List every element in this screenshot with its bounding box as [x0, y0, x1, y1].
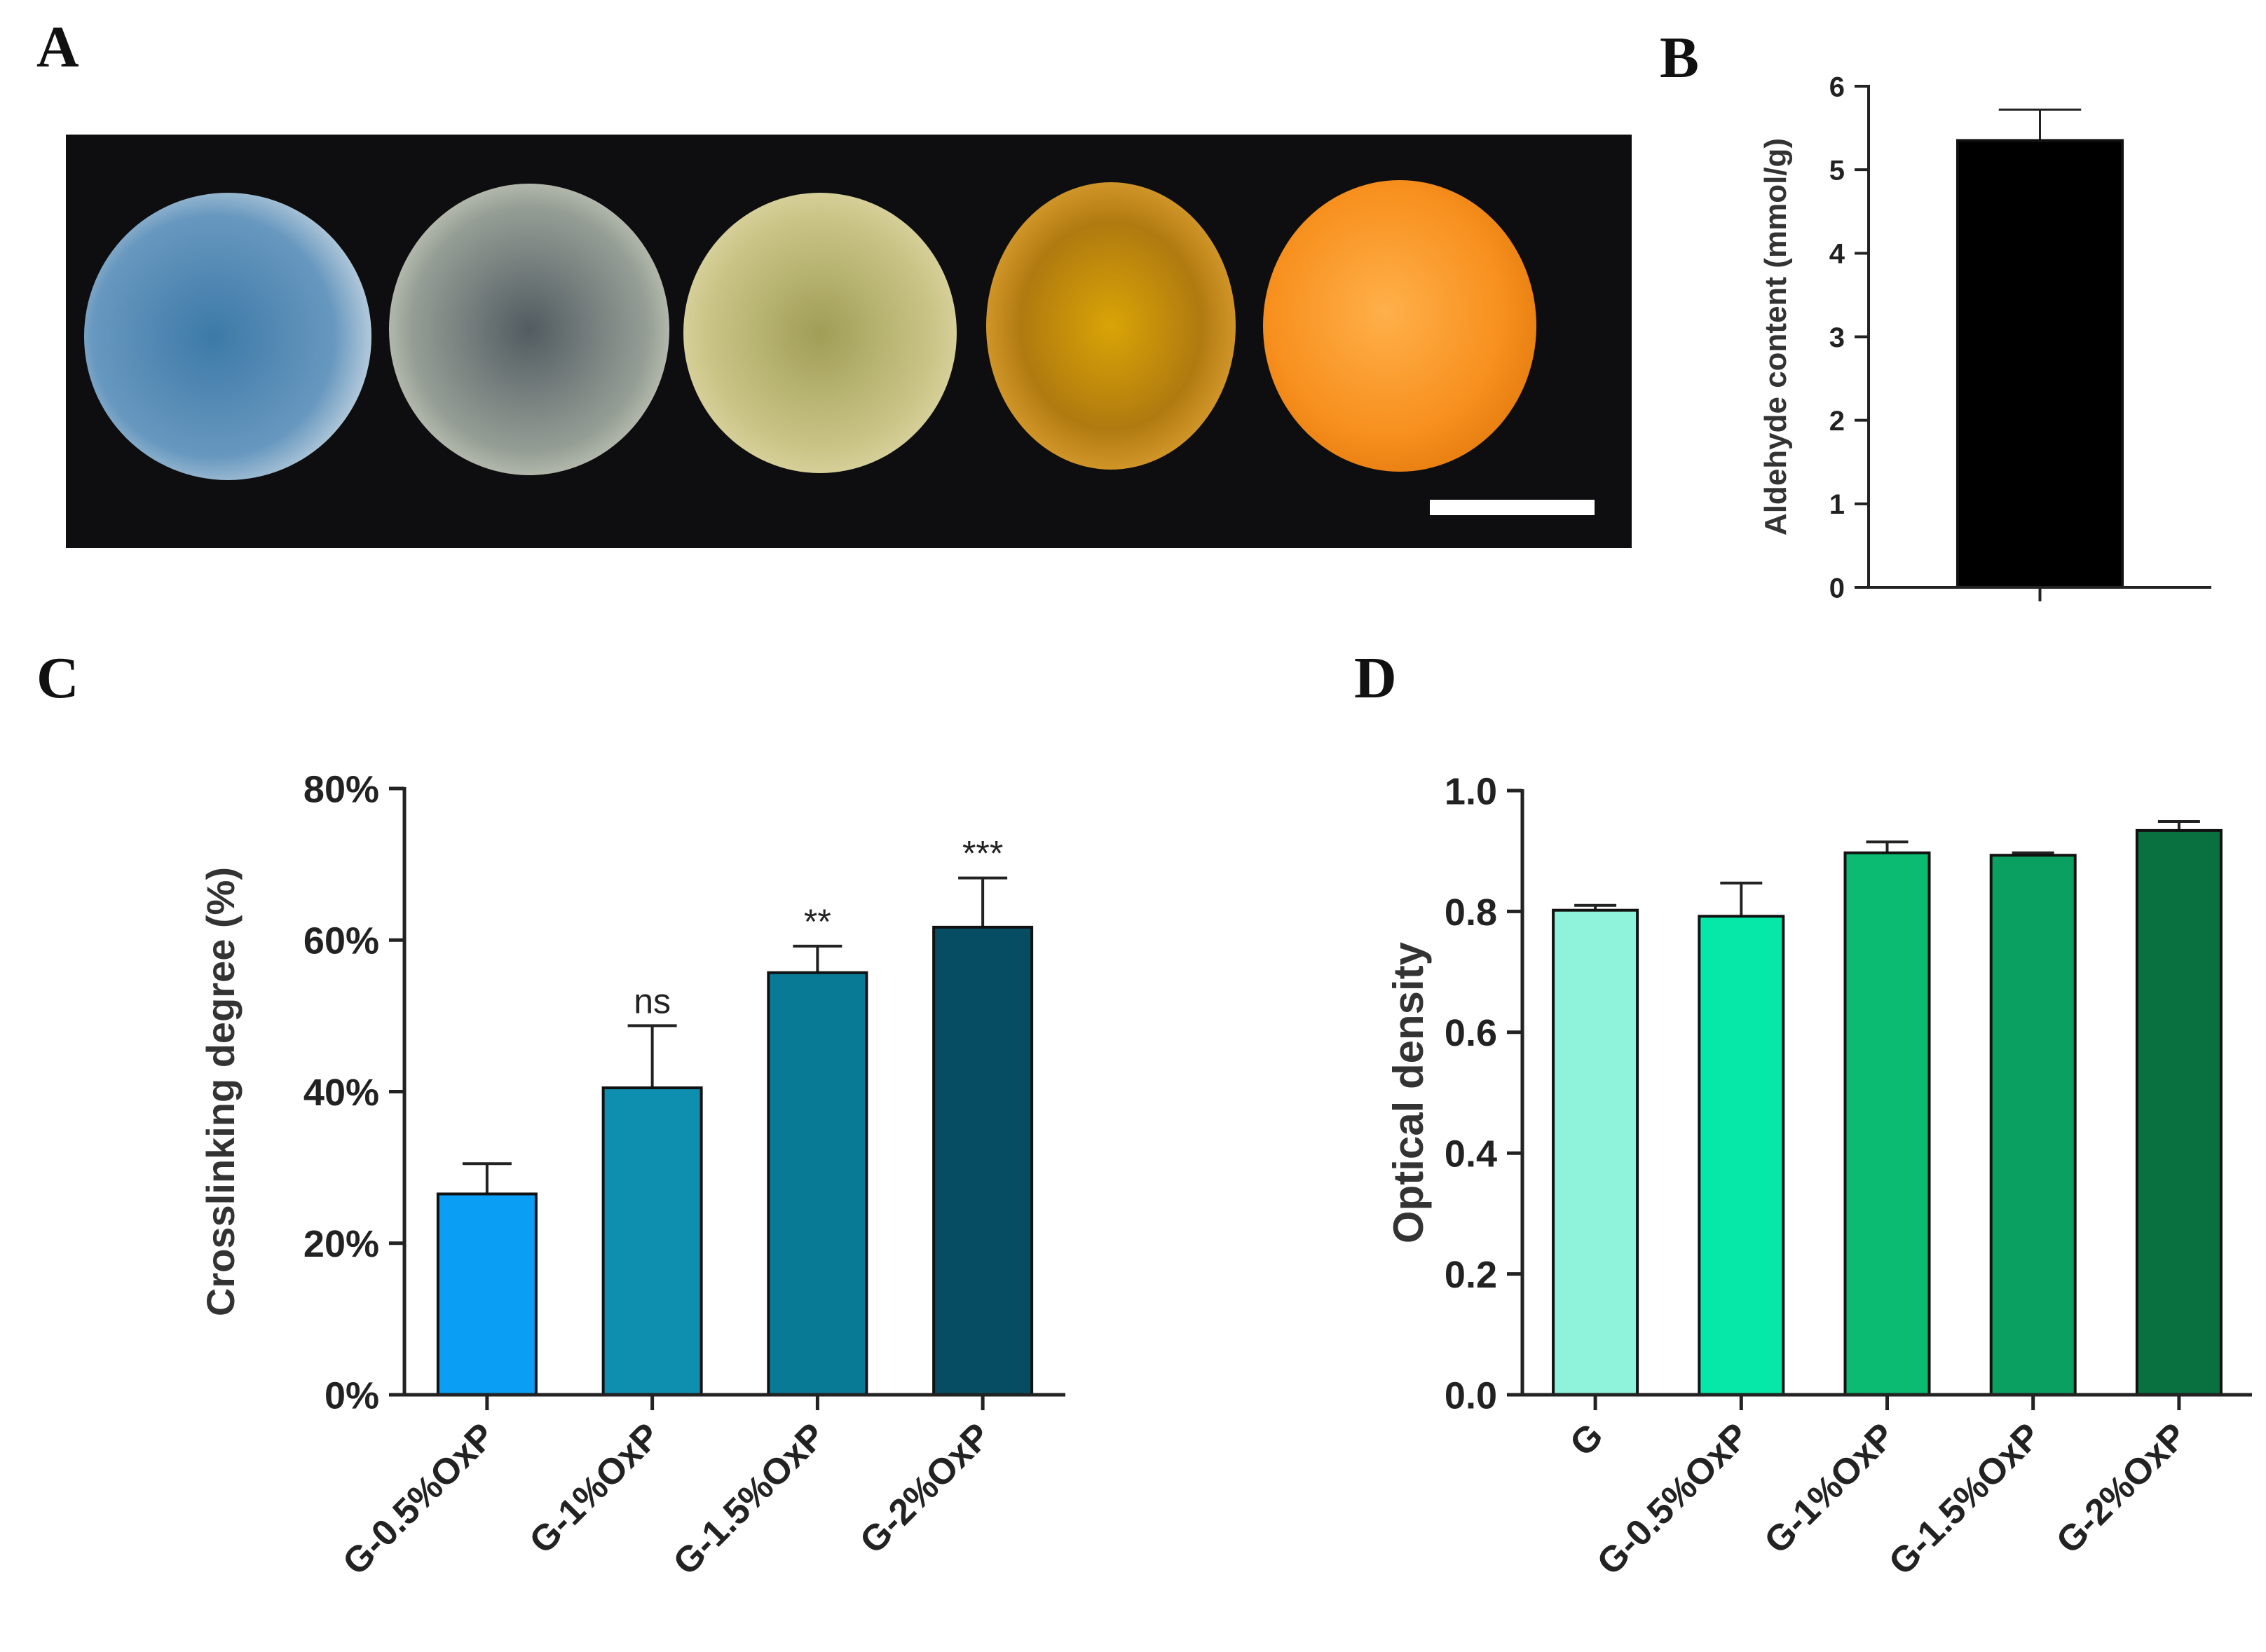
x-category-label: G-0.5%OxP [335, 1415, 503, 1583]
y-tick-label: 3 [1829, 322, 1845, 353]
bar [1989, 854, 2077, 1396]
bar [1843, 851, 1931, 1396]
panel-letter-b: B [1660, 25, 1699, 90]
y-axis-title: Crosslinking degree (%) [198, 867, 243, 1316]
y-tick-label: 40% [303, 1072, 379, 1114]
chart-optical-density: 0.0 0.2 0.4 0.6 0.8 1.0 GG-0.5%OxP G-1%OxPG-1.5… [1385, 770, 2252, 1583]
x-category-label: G-1.5%OxP [666, 1415, 833, 1583]
y-tick-label: 6 [1829, 71, 1845, 102]
bar [932, 925, 1034, 1396]
y-tick-label: 1 [1829, 489, 1845, 520]
y-tick-label: 0.4 [1445, 1133, 1497, 1175]
x-category-label: G-1.5%OxP [1881, 1415, 2049, 1583]
significance-label: ** [804, 902, 831, 941]
y-tick-label: 20% [303, 1223, 379, 1265]
x-category-label: G-0.5%OxP [1590, 1415, 1757, 1583]
y-tick-label: 80% [303, 768, 379, 810]
bar [436, 1192, 538, 1396]
bar [601, 1086, 703, 1396]
bar [767, 971, 868, 1396]
y-tick-label: 0.0 [1445, 1374, 1497, 1417]
panel-letter-d: D [1354, 646, 1397, 711]
chart-aldehyde-content: 0 1 2 3 4 5 6 Aldehyde content (mmol/g) [1759, 71, 2211, 603]
y-axis-title: Optical density [1385, 941, 1432, 1243]
y-tick-label: 0 [1829, 573, 1845, 603]
bar [1956, 139, 2124, 589]
scale-bar [1430, 500, 1595, 515]
chart-crosslinking-degree: 0% 20% 40% 60% 80% G-0.5%OxP ns G-1%OxP ** G-1.5%… [198, 768, 1065, 1583]
hydrogel-disc-2 [389, 184, 669, 475]
bar [1552, 908, 1639, 1396]
significance-label: *** [962, 834, 1003, 873]
hydrogel-disc-3 [683, 193, 957, 473]
x-category-label: G-2%OxP [852, 1415, 999, 1562]
y-tick-label: 60% [303, 920, 379, 962]
y-tick-label: 0.6 [1445, 1012, 1497, 1054]
y-tick-label: 0.2 [1445, 1254, 1497, 1296]
hydrogel-disc-1 [84, 193, 371, 480]
x-category-label: G-1%OxP [522, 1415, 669, 1562]
y-tick-label: 1.0 [1445, 770, 1497, 812]
hydrogel-disc-5 [1263, 180, 1536, 472]
y-tick-label: 4 [1829, 239, 1845, 270]
y-tick-label: 5 [1829, 156, 1845, 186]
x-category-label: G-1%OxP [1756, 1415, 1903, 1562]
y-axis-title: Aldehyde content (mmol/g) [1759, 138, 1793, 535]
bar [2135, 828, 2223, 1396]
y-tick-label: 0% [325, 1374, 379, 1417]
y-tick-label: 0.8 [1445, 892, 1497, 934]
x-category-label: G [1562, 1415, 1611, 1464]
panel-letter-a: A [36, 15, 79, 80]
significance-label: ns [634, 981, 671, 1020]
y-tick-label: 2 [1829, 406, 1845, 437]
panel-letter-c: C [36, 646, 79, 711]
bar [1698, 915, 1785, 1396]
x-category-label: G-2%OxP [2049, 1415, 2195, 1562]
hydrogel-photo [66, 135, 1632, 548]
hydrogel-disc-4 [986, 182, 1236, 470]
